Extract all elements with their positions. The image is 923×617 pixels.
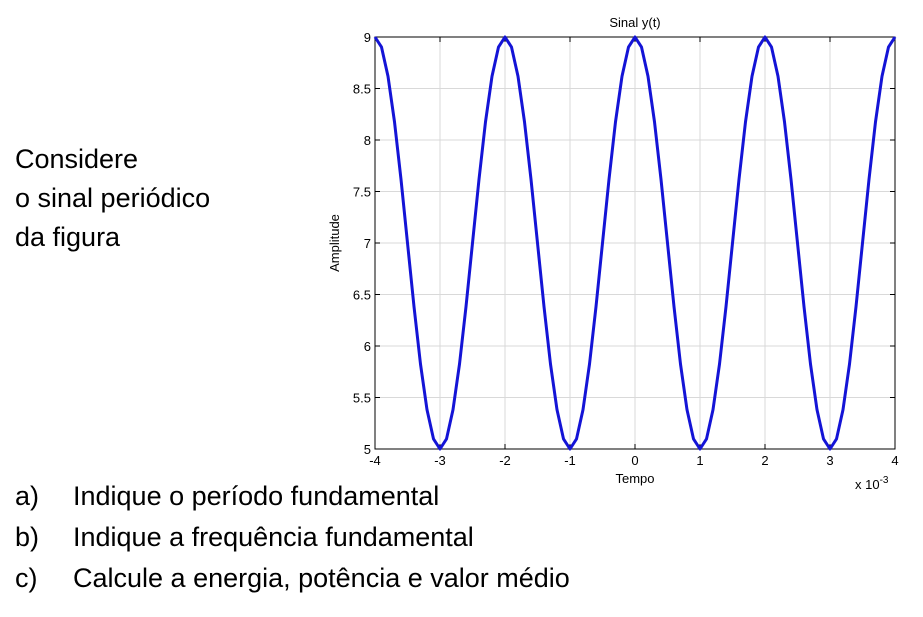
y-tick-label: 5	[364, 442, 371, 457]
chart-grid	[374, 36, 896, 450]
y-tick-label: 7	[364, 236, 371, 251]
x-axis-multiplier: x 10-3	[855, 475, 889, 492]
question-a-text: Indique o período fundamental	[73, 481, 440, 511]
x-tick-label: 4	[891, 453, 898, 468]
question-b: b) Indique a frequência fundamental	[15, 517, 570, 558]
intro-text: Considere o sinal periódico da figura	[15, 140, 210, 257]
question-b-text: Indique a frequência fundamental	[73, 522, 474, 552]
y-tick-label: 9	[364, 30, 371, 45]
x-tick-label: -1	[564, 453, 576, 468]
x-tick-label: -3	[434, 453, 446, 468]
intro-line-1: Considere	[15, 144, 139, 174]
y-tick-label: 5.5	[353, 391, 371, 406]
question-c-text: Calcule a energia, potência e valor médi…	[73, 563, 570, 593]
y-tick-label: 7.5	[353, 185, 371, 200]
x-tick-label: -2	[499, 453, 511, 468]
x-tick-label: 0	[631, 453, 638, 468]
y-tick-label: 8.5	[353, 82, 371, 97]
chart-title: Sinal y(t)	[609, 15, 660, 30]
question-c: c) Calcule a energia, potência e valor m…	[15, 558, 570, 599]
x-axis-multiplier-power: -3	[880, 475, 889, 486]
intro-line-2: o sinal periódico	[15, 183, 211, 213]
question-a: a) Indique o período fundamental	[15, 476, 570, 517]
series-line	[373, 35, 897, 451]
x-tick-label: -4	[369, 453, 381, 468]
intro-line-3: da figura	[15, 222, 121, 252]
question-b-label: b)	[15, 522, 40, 552]
signal-chart: -4 -3 -2 -1 0 1 2 3 4 5 5.5 6 6.5 7 7.5 8 8.5 9 Sinal y(t…	[327, 15, 899, 492]
x-axis-multiplier-base: x 10	[855, 477, 880, 492]
question-a-label: a)	[15, 481, 40, 511]
x-tick-label: 2	[761, 453, 768, 468]
x-axis-label: Tempo	[615, 471, 654, 486]
question-list: a) Indique o período fundamental b) Indi…	[15, 476, 570, 599]
y-tick-label: 8	[364, 133, 371, 148]
y-tick-label: 6	[364, 339, 371, 354]
y-tick-label: 6.5	[353, 288, 371, 303]
question-c-label: c)	[15, 563, 38, 593]
x-tick-label: 1	[696, 453, 703, 468]
y-axis-label: Amplitude	[327, 214, 342, 272]
x-tick-label: 3	[826, 453, 833, 468]
